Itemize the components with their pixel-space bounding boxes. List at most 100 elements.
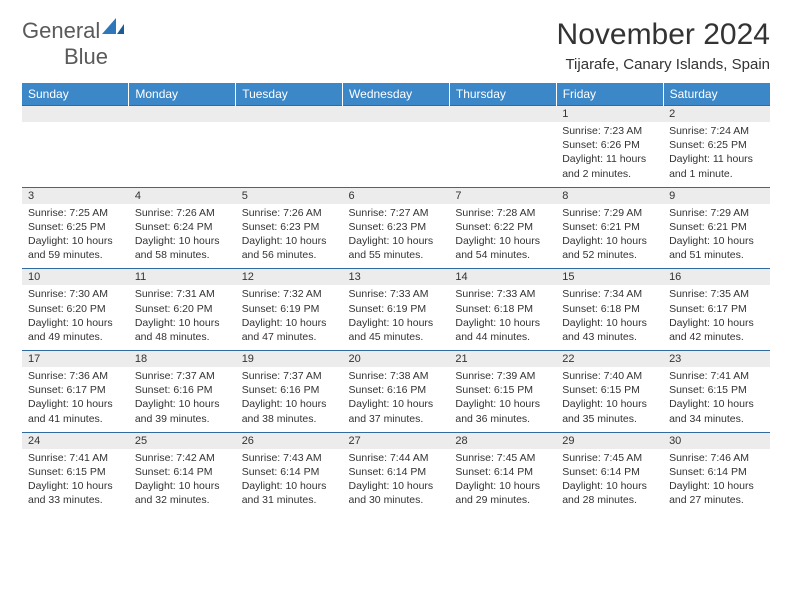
day-content-cell: Sunrise: 7:31 AMSunset: 6:20 PMDaylight:… [129,285,236,350]
daylight-text: Daylight: 10 hours and 59 minutes. [28,234,123,262]
sunrise-text: Sunrise: 7:25 AM [28,206,123,220]
title-block: November 2024 Tijarafe, Canary Islands, … [557,18,770,73]
logo-text-block: General Blue [22,18,124,70]
sunrise-text: Sunrise: 7:38 AM [349,369,444,383]
sunset-text: Sunset: 6:14 PM [669,465,764,479]
sunset-text: Sunset: 6:17 PM [28,383,123,397]
day-content-row: Sunrise: 7:23 AMSunset: 6:26 PMDaylight:… [22,122,770,187]
page-title: November 2024 [557,18,770,52]
sunset-text: Sunset: 6:25 PM [669,138,764,152]
daylight-text: Daylight: 10 hours and 43 minutes. [562,316,657,344]
day-content-row: Sunrise: 7:25 AMSunset: 6:25 PMDaylight:… [22,204,770,269]
day-content-cell: Sunrise: 7:37 AMSunset: 6:16 PMDaylight:… [129,367,236,432]
sunset-text: Sunset: 6:15 PM [669,383,764,397]
day-content-cell: Sunrise: 7:29 AMSunset: 6:21 PMDaylight:… [556,204,663,269]
day-content-cell: Sunrise: 7:45 AMSunset: 6:14 PMDaylight:… [449,449,556,514]
day-number-cell: 19 [236,351,343,368]
day-content-cell: Sunrise: 7:42 AMSunset: 6:14 PMDaylight:… [129,449,236,514]
daylight-text: Daylight: 10 hours and 39 minutes. [135,397,230,425]
sunrise-text: Sunrise: 7:32 AM [242,287,337,301]
day-content-cell: Sunrise: 7:33 AMSunset: 6:18 PMDaylight:… [449,285,556,350]
day-number-cell: 1 [556,106,663,123]
daylight-text: Daylight: 10 hours and 48 minutes. [135,316,230,344]
day-content-cell: Sunrise: 7:32 AMSunset: 6:19 PMDaylight:… [236,285,343,350]
logo-word-general: General [22,18,100,43]
daylight-text: Daylight: 10 hours and 36 minutes. [455,397,550,425]
daylight-text: Daylight: 10 hours and 52 minutes. [562,234,657,262]
day-number-cell: 2 [663,106,770,123]
sunrise-text: Sunrise: 7:41 AM [669,369,764,383]
day-number-cell: 13 [343,269,450,286]
day-number-cell [449,106,556,123]
daylight-text: Daylight: 10 hours and 58 minutes. [135,234,230,262]
day-content-cell: Sunrise: 7:35 AMSunset: 6:17 PMDaylight:… [663,285,770,350]
day-number-cell: 5 [236,187,343,204]
daylight-text: Daylight: 10 hours and 51 minutes. [669,234,764,262]
sunset-text: Sunset: 6:15 PM [455,383,550,397]
daylight-text: Daylight: 10 hours and 44 minutes. [455,316,550,344]
daylight-text: Daylight: 10 hours and 28 minutes. [562,479,657,507]
sail-icon [102,18,124,41]
daylight-text: Daylight: 10 hours and 47 minutes. [242,316,337,344]
day-number-cell [343,106,450,123]
day-number-cell: 18 [129,351,236,368]
day-number-cell: 21 [449,351,556,368]
daylight-text: Daylight: 11 hours and 1 minute. [669,152,764,180]
sunset-text: Sunset: 6:25 PM [28,220,123,234]
day-content-cell: Sunrise: 7:40 AMSunset: 6:15 PMDaylight:… [556,367,663,432]
daylight-text: Daylight: 11 hours and 2 minutes. [562,152,657,180]
day-content-cell: Sunrise: 7:41 AMSunset: 6:15 PMDaylight:… [22,449,129,514]
sunrise-text: Sunrise: 7:40 AM [562,369,657,383]
sunrise-text: Sunrise: 7:35 AM [669,287,764,301]
day-number-cell: 8 [556,187,663,204]
day-content-cell: Sunrise: 7:30 AMSunset: 6:20 PMDaylight:… [22,285,129,350]
day-number-cell: 14 [449,269,556,286]
day-content-cell: Sunrise: 7:29 AMSunset: 6:21 PMDaylight:… [663,204,770,269]
day-number-cell: 27 [343,432,450,449]
daylight-text: Daylight: 10 hours and 30 minutes. [349,479,444,507]
sunset-text: Sunset: 6:22 PM [455,220,550,234]
daylight-text: Daylight: 10 hours and 35 minutes. [562,397,657,425]
day-number-row: 24252627282930 [22,432,770,449]
day-number-cell: 24 [22,432,129,449]
day-header: Thursday [449,83,556,106]
sunrise-text: Sunrise: 7:41 AM [28,451,123,465]
day-number-cell: 22 [556,351,663,368]
day-number-cell: 10 [22,269,129,286]
day-content-cell [236,122,343,187]
daylight-text: Daylight: 10 hours and 49 minutes. [28,316,123,344]
day-content-cell: Sunrise: 7:37 AMSunset: 6:16 PMDaylight:… [236,367,343,432]
daylight-text: Daylight: 10 hours and 37 minutes. [349,397,444,425]
day-number-cell: 17 [22,351,129,368]
day-content-cell: Sunrise: 7:38 AMSunset: 6:16 PMDaylight:… [343,367,450,432]
day-header: Sunday [22,83,129,106]
sunset-text: Sunset: 6:23 PM [349,220,444,234]
day-number-cell: 15 [556,269,663,286]
brand-logo: General Blue [22,18,124,70]
header: General Blue November 2024 Tijarafe, Can… [22,18,770,73]
sunrise-text: Sunrise: 7:33 AM [349,287,444,301]
day-number-cell: 9 [663,187,770,204]
sunrise-text: Sunrise: 7:36 AM [28,369,123,383]
day-header: Wednesday [343,83,450,106]
day-number-cell: 28 [449,432,556,449]
day-content-cell [22,122,129,187]
sunset-text: Sunset: 6:20 PM [28,302,123,316]
sunrise-text: Sunrise: 7:45 AM [562,451,657,465]
sunset-text: Sunset: 6:17 PM [669,302,764,316]
day-content-cell: Sunrise: 7:33 AMSunset: 6:19 PMDaylight:… [343,285,450,350]
sunset-text: Sunset: 6:23 PM [242,220,337,234]
sunrise-text: Sunrise: 7:26 AM [242,206,337,220]
day-content-cell: Sunrise: 7:46 AMSunset: 6:14 PMDaylight:… [663,449,770,514]
day-content-cell: Sunrise: 7:24 AMSunset: 6:25 PMDaylight:… [663,122,770,187]
day-number-cell: 4 [129,187,236,204]
day-content-cell: Sunrise: 7:34 AMSunset: 6:18 PMDaylight:… [556,285,663,350]
sunrise-text: Sunrise: 7:28 AM [455,206,550,220]
day-header: Saturday [663,83,770,106]
daylight-text: Daylight: 10 hours and 29 minutes. [455,479,550,507]
daylight-text: Daylight: 10 hours and 38 minutes. [242,397,337,425]
sunset-text: Sunset: 6:16 PM [135,383,230,397]
daylight-text: Daylight: 10 hours and 45 minutes. [349,316,444,344]
day-content-row: Sunrise: 7:30 AMSunset: 6:20 PMDaylight:… [22,285,770,350]
sunset-text: Sunset: 6:14 PM [455,465,550,479]
